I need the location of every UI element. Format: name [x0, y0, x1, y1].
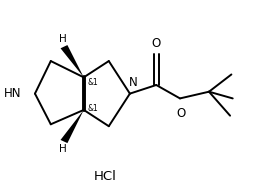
Text: O: O [152, 36, 161, 50]
Text: O: O [177, 107, 186, 120]
Text: HCl: HCl [93, 169, 116, 183]
Polygon shape [61, 110, 84, 143]
Text: H: H [59, 34, 66, 44]
Text: H: H [59, 144, 66, 154]
Text: &1: &1 [88, 104, 98, 113]
Text: &1: &1 [88, 78, 98, 87]
Text: HN: HN [4, 87, 22, 100]
Polygon shape [61, 45, 84, 77]
Text: N: N [129, 76, 137, 89]
